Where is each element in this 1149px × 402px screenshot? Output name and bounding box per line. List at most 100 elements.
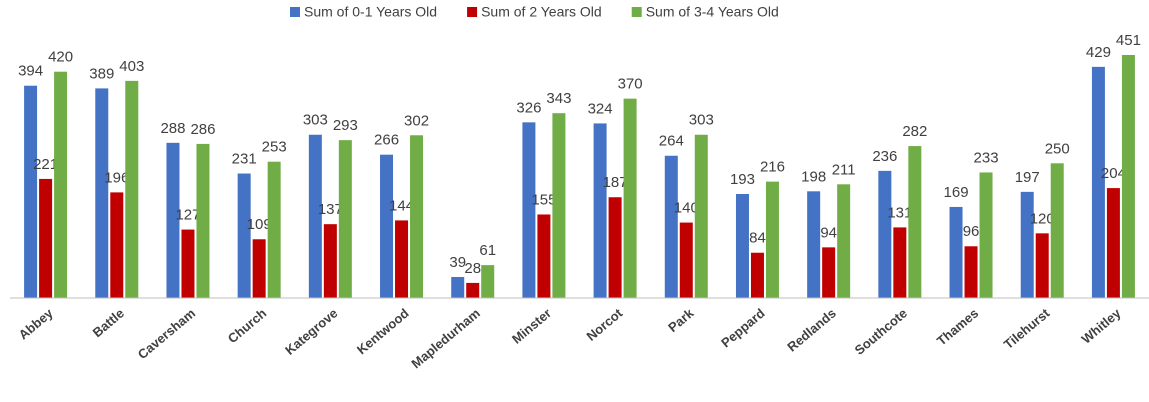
data-label: 420 (48, 49, 73, 66)
x-tick-label: Southcote (852, 305, 910, 357)
bar (608, 197, 622, 298)
data-label: 198 (801, 168, 826, 185)
bar (267, 161, 281, 298)
bar (893, 227, 907, 298)
data-label: 169 (944, 184, 969, 201)
bar (466, 282, 480, 298)
legend-label: Sum of 0-1 Years Old (304, 4, 437, 20)
data-label: 216 (760, 159, 785, 176)
bar (410, 135, 424, 298)
legend-label: Sum of 2 Years Old (481, 4, 602, 20)
data-label: 429 (1086, 44, 1111, 61)
bar (593, 123, 607, 298)
bar (380, 154, 394, 298)
data-label: 193 (730, 171, 755, 188)
x-tick-label: Whitley (1078, 305, 1124, 347)
data-label: 96 (963, 223, 980, 240)
x-tick-label: Kentwood (354, 305, 412, 357)
x-tick-label: Minster (509, 305, 554, 346)
bar (979, 172, 993, 298)
bar (807, 191, 821, 298)
data-label: 253 (262, 139, 287, 156)
data-label: 28 (464, 260, 481, 277)
x-tick-label: Park (665, 305, 697, 335)
data-label: 394 (18, 63, 43, 80)
data-label: 233 (974, 149, 999, 166)
x-tick-label: Norcot (583, 305, 625, 344)
bar (623, 98, 637, 299)
bar (664, 155, 678, 298)
data-label: 303 (689, 112, 714, 129)
data-label: 288 (160, 120, 185, 137)
bar (552, 113, 566, 298)
data-label: 282 (902, 123, 927, 140)
bar (252, 239, 266, 298)
x-tick-label: Thames (934, 305, 981, 348)
data-label: 137 (318, 201, 343, 218)
data-label: 109 (247, 216, 272, 233)
bar (822, 247, 836, 298)
data-label: 187 (603, 174, 628, 191)
data-label: 286 (190, 121, 215, 138)
data-label: 389 (89, 65, 114, 82)
data-label: 140 (674, 200, 699, 217)
bar (949, 206, 963, 298)
x-tick-label: Caversham (135, 305, 198, 362)
data-label: 236 (872, 148, 897, 165)
data-label: 293 (333, 117, 358, 134)
bar (1121, 55, 1135, 298)
data-label: 264 (659, 133, 684, 150)
bar (395, 220, 409, 298)
bar (166, 142, 180, 298)
bar (338, 140, 352, 298)
bar (1050, 163, 1064, 298)
data-label: 120 (1030, 210, 1055, 227)
bar (522, 122, 536, 298)
bar (24, 85, 38, 298)
bar (54, 71, 68, 298)
data-label: 326 (516, 99, 541, 116)
bar (1091, 66, 1105, 298)
data-label: 204 (1101, 165, 1126, 182)
bar (537, 214, 551, 298)
bar (125, 80, 139, 299)
bar (908, 146, 922, 298)
data-label: 211 (832, 161, 856, 178)
data-label: 196 (104, 169, 129, 186)
legend-swatch (290, 7, 300, 17)
bar (964, 246, 978, 298)
bar (481, 265, 495, 298)
legend-label: Sum of 3-4 Years Old (646, 4, 779, 20)
data-label: 343 (546, 90, 571, 107)
x-tick-label: Battle (90, 305, 127, 340)
data-label: 94 (820, 224, 837, 241)
bar (837, 184, 851, 298)
data-label: 144 (389, 197, 414, 214)
x-tick-label: Mapledurham (408, 305, 482, 371)
data-label: 197 (1015, 169, 1040, 186)
bar (237, 173, 251, 298)
data-label: 370 (618, 76, 643, 93)
x-tick-label: Peppard (718, 305, 768, 350)
bar (308, 134, 322, 298)
bar (181, 229, 195, 298)
x-tick-label: Kategrove (282, 305, 340, 357)
legend-swatch (467, 7, 478, 17)
bar (878, 170, 892, 298)
data-label: 250 (1045, 140, 1070, 157)
x-tick-label: Abbey (16, 305, 57, 343)
bar (735, 194, 749, 298)
data-label: 221 (33, 156, 58, 173)
x-tick-label: Redlands (784, 305, 838, 354)
data-label: 302 (404, 112, 429, 129)
data-label: 403 (119, 58, 144, 75)
bar (750, 252, 764, 298)
data-label: 84 (749, 230, 766, 247)
data-label: 155 (531, 191, 556, 208)
bar (1020, 191, 1034, 298)
data-label: 61 (479, 242, 496, 259)
data-label: 39 (449, 254, 466, 271)
data-label: 266 (374, 132, 399, 149)
legend-swatch (631, 7, 642, 17)
